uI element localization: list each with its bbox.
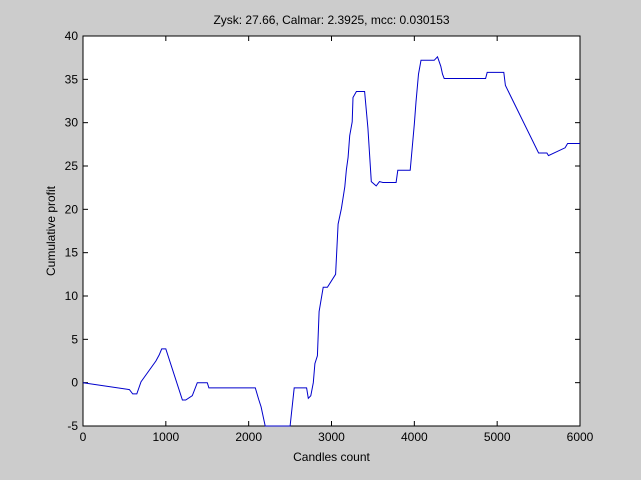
x-tick-label: 0 bbox=[80, 430, 87, 444]
plot-area bbox=[82, 35, 581, 427]
y-tick-label: 20 bbox=[65, 202, 79, 216]
x-tick-label: 1000 bbox=[152, 430, 179, 444]
x-axis-label: Candles count bbox=[293, 450, 370, 464]
y-tick-label: 35 bbox=[65, 72, 79, 86]
x-tick-label: 3000 bbox=[318, 430, 345, 444]
x-tick-label: 2000 bbox=[235, 430, 262, 444]
y-tick-label: 40 bbox=[65, 29, 79, 43]
y-tick-label: 10 bbox=[65, 289, 79, 303]
y-tick-label: 30 bbox=[65, 116, 79, 130]
y-tick-label: 5 bbox=[71, 332, 78, 346]
y-tick-label: 25 bbox=[65, 159, 79, 173]
x-tick-label: 4000 bbox=[401, 430, 428, 444]
y-tick-label: 15 bbox=[65, 246, 79, 260]
x-axis: 0 1000 2000 3000 4000 5000 6000 bbox=[80, 36, 594, 444]
chart-title: Zysk: 27.66, Calmar: 2.3925, mcc: 0.0301… bbox=[213, 13, 449, 27]
y-tick-label: 0 bbox=[71, 376, 78, 390]
y-axis: -5 0 5 10 15 20 25 30 35 40 bbox=[65, 29, 580, 433]
cumulative-profit-line bbox=[82, 55, 580, 427]
y-tick-label: -5 bbox=[67, 419, 78, 433]
y-axis-label: Cumulative profit bbox=[44, 185, 58, 276]
x-tick-label: 5000 bbox=[484, 430, 511, 444]
x-tick-label: 6000 bbox=[567, 430, 594, 444]
